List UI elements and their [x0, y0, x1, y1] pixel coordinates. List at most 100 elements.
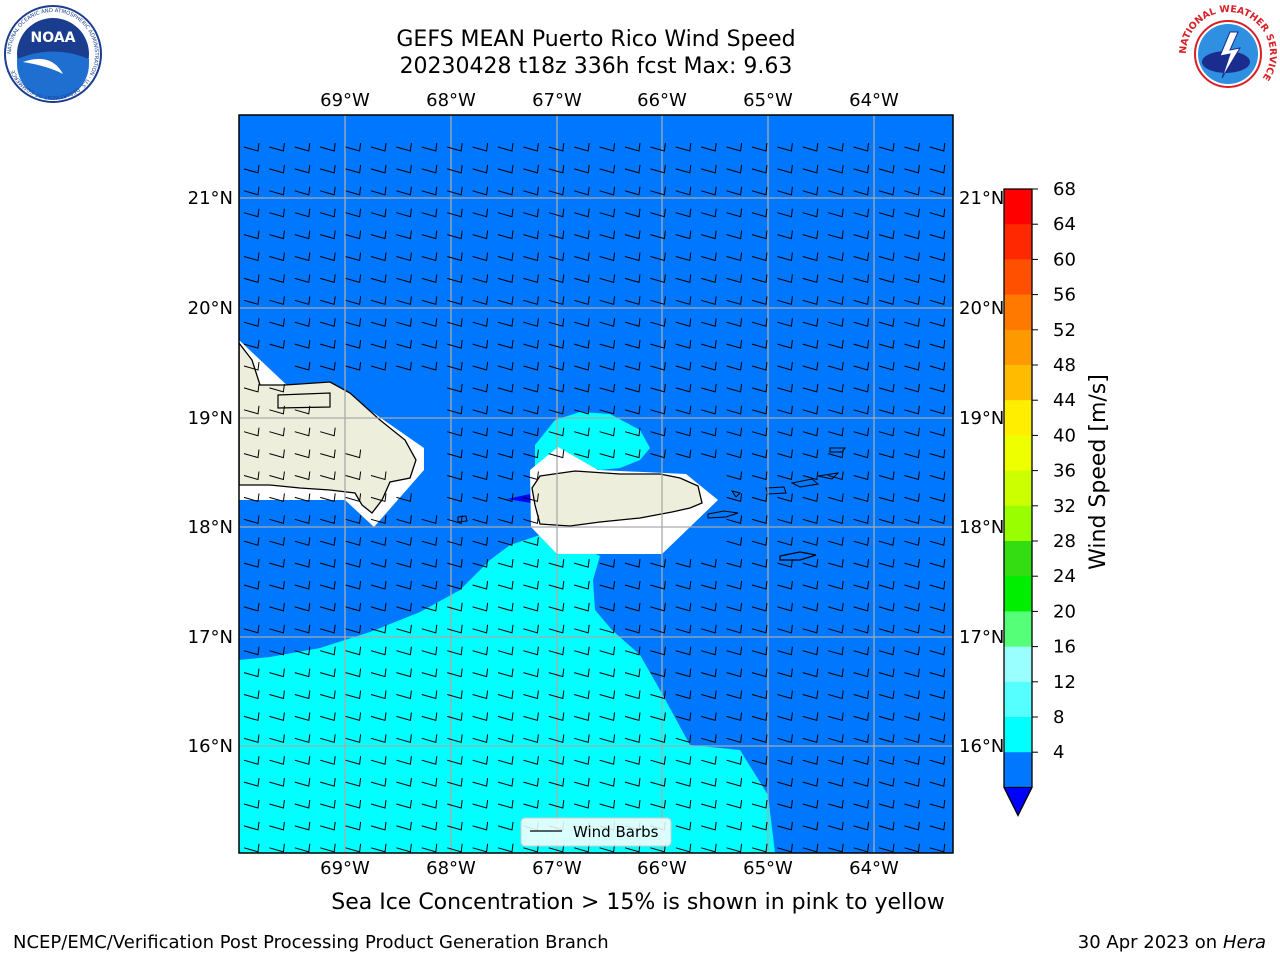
wind-barb — [751, 405, 768, 415]
wind-barb — [878, 383, 895, 393]
lon-label-top: 69°W — [320, 90, 370, 111]
wind-barb — [777, 602, 793, 612]
wind-barb — [904, 340, 920, 349]
wind-barb — [929, 843, 946, 853]
wind-barb — [828, 712, 844, 722]
wind-barb — [574, 142, 590, 152]
wind-barb — [447, 624, 463, 634]
wind-barb — [345, 734, 362, 743]
wind-barb — [802, 252, 819, 262]
wind-barb — [269, 142, 285, 152]
wind-barb — [472, 361, 489, 371]
wind-barb — [345, 208, 362, 218]
wind-barb — [726, 252, 743, 262]
wind-barb — [548, 296, 565, 305]
wind-barb — [777, 142, 793, 152]
wind-barb — [574, 361, 590, 371]
wind-barb — [650, 361, 666, 371]
wind-barb — [802, 383, 819, 393]
wind-barb — [624, 252, 641, 262]
wind-barb — [574, 230, 590, 240]
wind-barb — [701, 318, 717, 327]
wind-barb — [269, 340, 285, 349]
wind-barb — [497, 230, 514, 240]
wind-barb — [370, 646, 387, 656]
wind-barb — [523, 252, 539, 262]
colorbar-tick-label: 60 — [1053, 249, 1076, 270]
wind-barb — [574, 712, 590, 722]
wind-barb — [701, 252, 717, 262]
wind-barb — [294, 537, 311, 546]
wind-barb — [853, 756, 870, 765]
wind-barb — [243, 537, 260, 546]
wind-barb — [548, 646, 565, 656]
wind-barb — [701, 230, 717, 240]
wind-barb — [421, 361, 438, 371]
wind-barb — [472, 208, 489, 218]
wind-barb — [878, 164, 895, 174]
wind-barb — [294, 361, 311, 371]
wind-barb — [802, 405, 819, 415]
puerto-rico-land — [531, 470, 703, 527]
wind-barb — [878, 559, 895, 568]
wind-barb — [320, 537, 336, 546]
wind-barb — [320, 186, 336, 196]
wind-barb — [320, 799, 336, 809]
wind-barb — [523, 493, 539, 503]
wind-barb — [345, 843, 362, 853]
wind-barb — [370, 208, 387, 218]
wind-barb — [904, 142, 920, 152]
wind-barb — [878, 427, 895, 437]
wind-barb — [269, 208, 285, 218]
wind-barb — [751, 361, 768, 371]
wind-barb — [904, 799, 920, 809]
wind-barb — [650, 318, 666, 327]
wind-barb — [421, 164, 438, 174]
wind-barb — [497, 274, 514, 284]
wind-barb — [929, 493, 946, 503]
wind-barb — [929, 340, 946, 349]
wind-barb — [751, 668, 768, 678]
wind-barb — [853, 493, 870, 503]
wind-barb — [243, 164, 260, 174]
wind-barb — [345, 318, 362, 327]
wind-barb — [751, 778, 768, 787]
wind-barb — [701, 821, 717, 831]
wind-barb — [243, 471, 260, 481]
wind-barb — [472, 186, 489, 196]
wind-barb — [650, 449, 666, 459]
wind-barb — [853, 142, 870, 152]
wind-barb — [294, 405, 311, 415]
wind-barb — [497, 843, 514, 853]
wind-barb — [320, 471, 336, 481]
wind-barb — [675, 230, 692, 240]
wind-barb — [828, 449, 844, 459]
wind-barb — [650, 756, 666, 765]
wind-barb — [447, 602, 463, 612]
wind-barb — [523, 471, 539, 481]
lat-label-right: 21°N — [959, 188, 1004, 209]
colorbar-tick-label: 16 — [1053, 637, 1076, 658]
wind-barb — [675, 712, 692, 722]
wind-barb — [472, 230, 489, 240]
wind-barb — [243, 690, 260, 700]
wind-barb — [294, 274, 311, 284]
lon-label-bottom: 69°W — [320, 858, 370, 879]
colorbar-segment — [1004, 294, 1032, 331]
wind-barb — [726, 274, 743, 284]
wind-barb — [574, 799, 590, 809]
wind-barb — [421, 624, 438, 634]
wind-barb — [497, 602, 514, 612]
wind-barb — [929, 405, 946, 415]
wind-barb — [243, 405, 260, 415]
wind-barb — [269, 734, 285, 743]
wind-barb — [675, 624, 692, 634]
wind-barb — [472, 274, 489, 284]
wind-barb — [294, 471, 311, 481]
wind-barb — [421, 186, 438, 196]
wind-barb — [878, 274, 895, 284]
wind-barb — [777, 208, 793, 218]
wind-barb — [624, 318, 641, 327]
wind-barb — [675, 383, 692, 393]
wind-barb — [675, 799, 692, 809]
